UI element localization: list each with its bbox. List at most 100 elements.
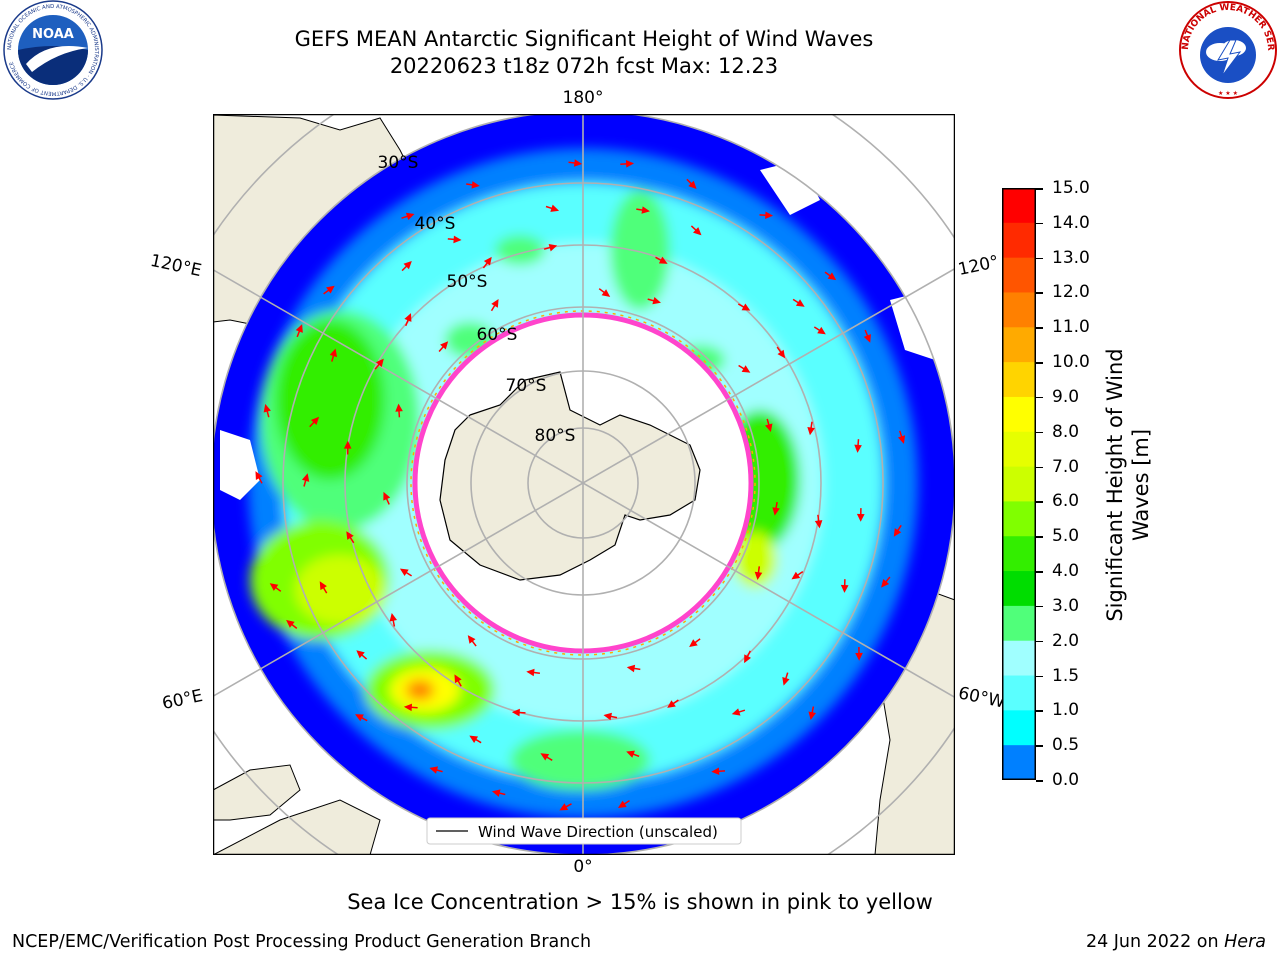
colorbar-tick-mark — [1036, 327, 1043, 329]
colorbar-tick-mark — [1036, 605, 1043, 608]
wave-direction-arrowhead — [550, 204, 560, 212]
wave-direction-arrowhead — [626, 664, 636, 673]
footer-date: 24 Jun 2022 on Hera — [1020, 932, 1266, 952]
colorbar-band — [1002, 222, 1036, 259]
wave-direction-arrowhead — [491, 789, 501, 797]
sea-ice-note: Sea Ice Concentration > 15% is shown in … — [347, 890, 933, 914]
colorbar-tick-label: 1.5 — [1052, 665, 1080, 686]
wave-direction-arrowhead — [440, 341, 449, 350]
legend-label: Wind Wave Direction (unscaled) — [478, 823, 718, 841]
wave-direction-arrowhead — [389, 613, 398, 622]
colorbar-tick-mark — [1036, 222, 1043, 225]
footer-host: Hera — [1224, 932, 1266, 952]
wave-direction-arrowhead — [617, 800, 627, 809]
wave-direction-arrowhead — [310, 416, 320, 426]
wave-direction-arrowhead — [855, 652, 863, 661]
colorbar-tick-mark — [1036, 257, 1043, 260]
colorbar-band — [1002, 362, 1036, 398]
wave-direction-arrowhead — [383, 491, 391, 501]
colorbar-label-line2: Waves [m] — [1129, 428, 1153, 542]
lon-label-0: 0° — [573, 857, 593, 877]
wave-direction-arrowhead — [791, 571, 801, 580]
antarctic-wave-map: 30°S 40°S 50°S 60°S 70°S 80°S Wind Wave … — [213, 114, 955, 855]
colorbar-band — [1002, 501, 1036, 537]
wave-direction-arrowhead — [854, 444, 862, 453]
colorbar-tick-mark — [1036, 501, 1043, 503]
colorbar-tick-label: 4.0 — [1052, 561, 1080, 582]
wave-direction-arrowhead — [395, 403, 403, 412]
wave-direction-arrowhead — [808, 711, 817, 720]
colorbar-tick-label: 0.5 — [1052, 735, 1080, 756]
wave-direction-arrowhead — [711, 767, 720, 776]
wave-direction-arrowhead — [856, 513, 865, 522]
wave-direction-arrowhead — [863, 334, 871, 343]
colorbar-tick-label: 3.0 — [1052, 595, 1080, 616]
wave-direction-arrowhead — [295, 324, 303, 333]
colorbar-band — [1002, 431, 1036, 468]
wave-direction-arrowhead — [626, 750, 635, 758]
wave-direction-arrowhead — [269, 583, 279, 591]
colorbar-band — [1002, 327, 1036, 363]
wave-direction-arrowhead — [893, 528, 902, 537]
wave-direction-arrowhead — [601, 289, 611, 297]
wave-direction-arrowhead — [741, 303, 751, 311]
wave-direction-arrowhead — [782, 677, 790, 686]
footer-credit: NCEP/EMC/Verification Post Processing Pr… — [12, 932, 592, 952]
wave-direction-arrowhead — [814, 520, 823, 529]
wave-direction-arrowhead — [343, 440, 352, 449]
lon-label-60e: 60°E — [160, 685, 205, 715]
wave-direction-arrowhead — [765, 211, 774, 220]
colorbar-tick-label: 15.0 — [1052, 178, 1090, 198]
australia-landmass-south — [213, 799, 381, 855]
colorbar-tick-mark — [1036, 640, 1043, 643]
wave-direction-arrowhead — [483, 256, 492, 266]
wave-direction-arrowhead — [744, 654, 751, 664]
wave-direction-arrowhead — [403, 703, 413, 712]
wave-direction-arrowhead — [404, 313, 412, 322]
lat-label-80s: 80°S — [535, 426, 576, 446]
wave-direction-arrowhead — [688, 180, 697, 190]
colorbar-band — [1002, 571, 1036, 607]
wave-direction-arrowhead — [329, 348, 338, 358]
wave-direction-arrowhead — [625, 160, 635, 168]
nws-logo: NATIONAL WEATHER SERVICE ★ ★ ★ — [1178, 0, 1277, 99]
wave-direction-arrowhead — [471, 181, 480, 189]
map-subtitle: 20220623 t18z 072h fcst Max: 12.23 — [389, 54, 779, 78]
lon-label-120w: 120° — [956, 251, 1001, 281]
wave-direction-arrowhead — [840, 584, 849, 593]
wave-direction-arrowhead — [573, 159, 583, 167]
colorbar-band — [1002, 675, 1036, 711]
wave-direction-arrowhead — [652, 296, 661, 305]
colorbar-tick-label: 12.0 — [1052, 282, 1090, 303]
colorbar-tick-label: 7.0 — [1052, 456, 1080, 477]
wave-direction-arrowhead — [511, 708, 520, 717]
wave-direction-arrowhead — [319, 581, 327, 591]
wave-direction-arrowhead — [286, 619, 295, 628]
wave-direction-arrowhead — [693, 227, 702, 236]
wave-direction-arrowhead — [491, 299, 499, 308]
wave-direction-arrowhead — [667, 700, 676, 708]
colorbar-band — [1002, 605, 1036, 642]
lon-label-60w: 60°W — [956, 683, 1007, 713]
lon-label-180: 180° — [562, 88, 604, 108]
wave-direction-arrowhead — [897, 435, 906, 444]
wave-direction-arrowhead — [469, 735, 479, 744]
wave-direction-arrowhead — [603, 712, 612, 721]
colorbar-tick-label: 0.0 — [1052, 770, 1080, 790]
wave-direction-arrowhead — [641, 206, 650, 214]
wave-direction-arrowhead — [817, 326, 826, 335]
wave-direction-arrowhead — [301, 473, 310, 482]
colorbar-tick-label: 2.0 — [1052, 630, 1080, 651]
colorbar-tick-mark — [1036, 780, 1043, 782]
wave-direction-arrowhead — [795, 299, 805, 307]
colorbar-tick-mark — [1036, 710, 1043, 712]
colorbar-tick-label: 10.0 — [1052, 352, 1090, 373]
colorbar-band — [1002, 745, 1036, 780]
colorbar-tick-mark — [1036, 571, 1043, 573]
wave-direction-arrowhead — [548, 243, 558, 252]
wave-direction-arrowhead — [429, 766, 439, 774]
colorbar-tick-label: 9.0 — [1052, 386, 1080, 407]
wave-direction-arrowhead — [255, 471, 263, 480]
wave-direction-arrowhead — [658, 256, 668, 264]
wave-direction-arrowhead — [807, 426, 815, 436]
